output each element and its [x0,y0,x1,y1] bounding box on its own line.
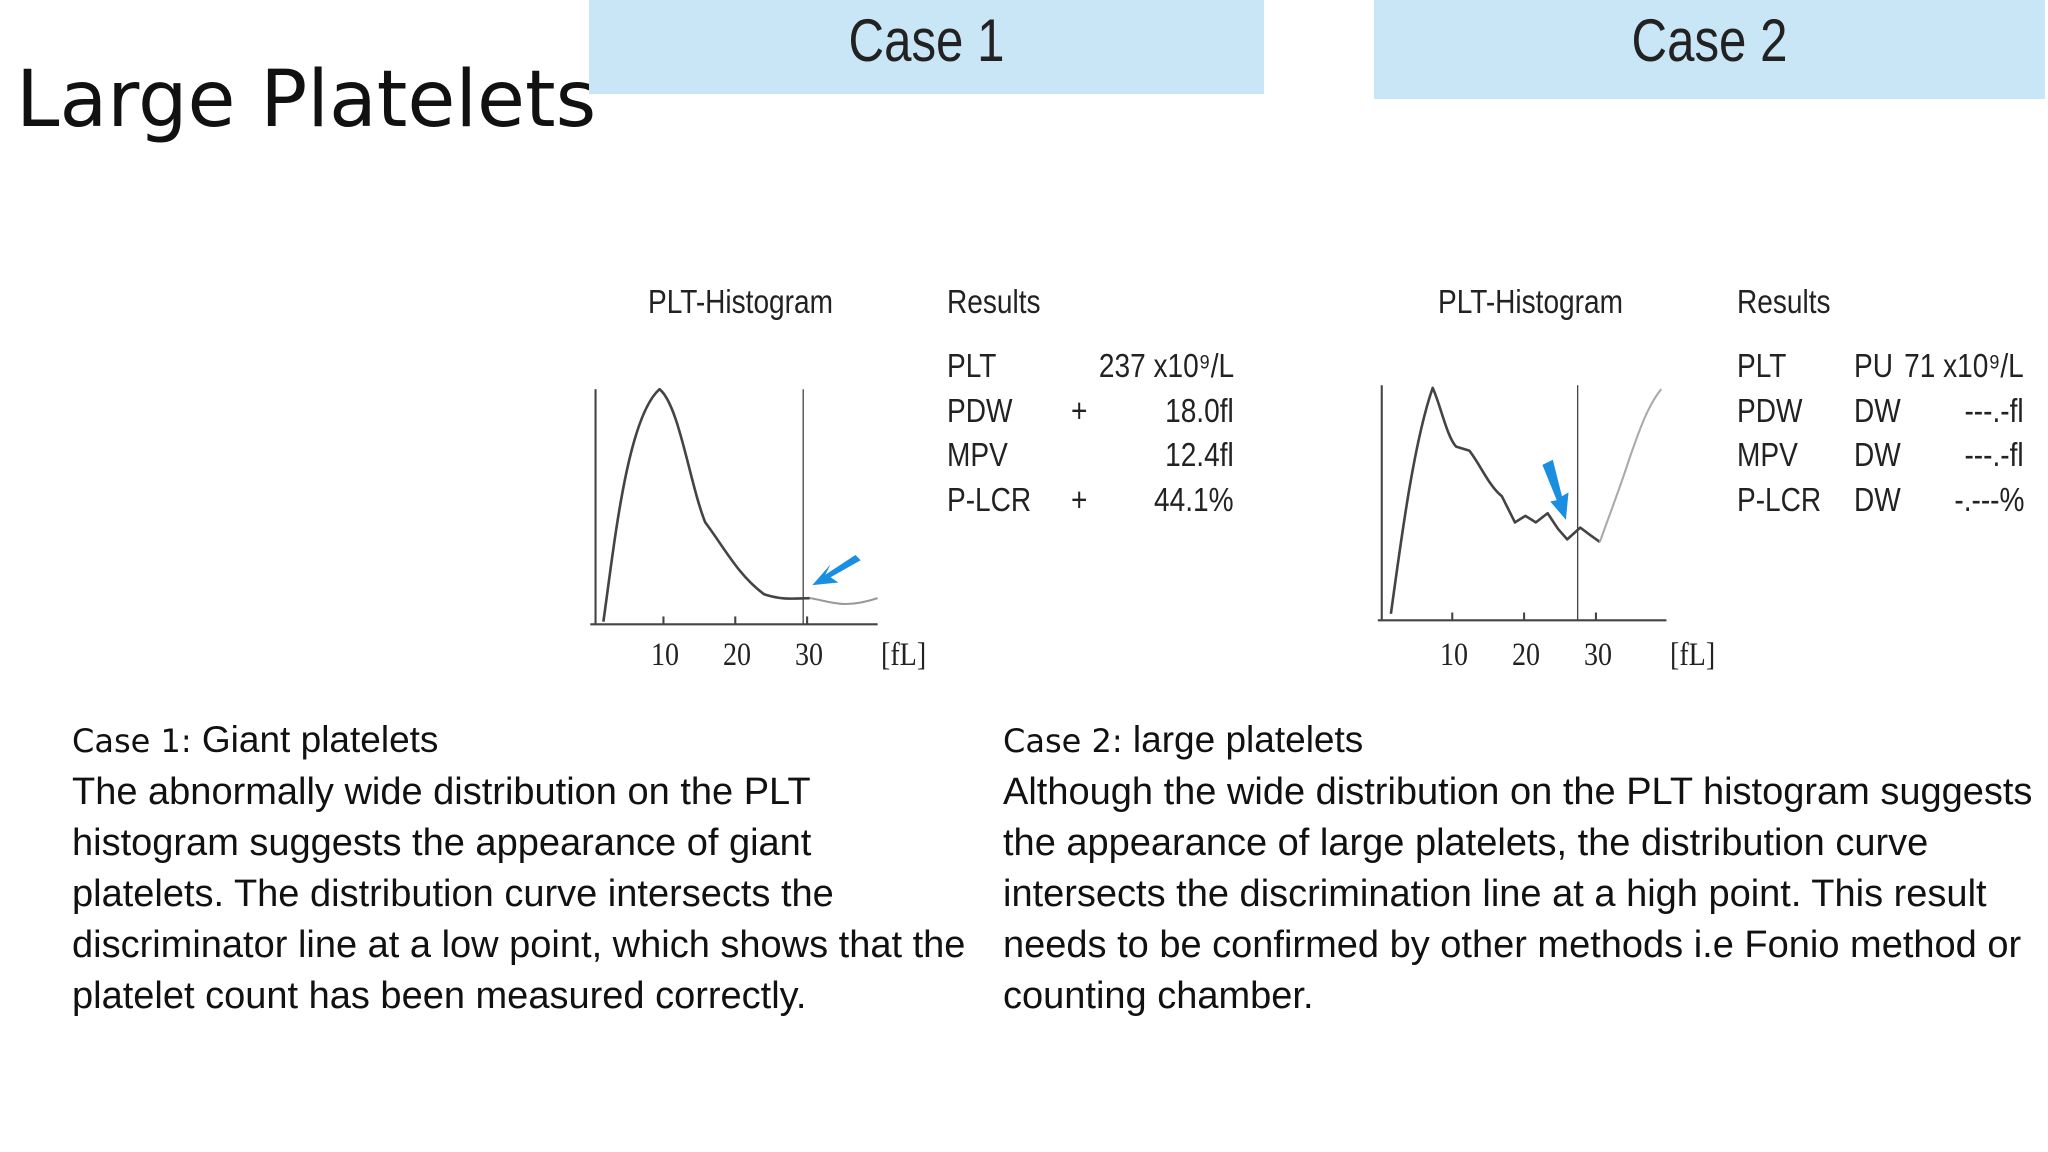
result-flag: + [1071,391,1088,429]
case-header: Case 2 [1631,7,1788,74]
x-tick-label: 30 [795,637,824,673]
case-header: Case 1 [848,7,1005,74]
caption-label: Case 1: [72,722,192,760]
x-tick-label: [fL] [1670,637,1716,673]
x-tick-label: 30 [1584,637,1613,673]
x-tick-label: 10 [651,637,680,673]
result-flag: DW [1854,480,1901,518]
caption-heading: Giant platelets [201,719,439,760]
result-flag: DW [1854,391,1901,429]
case-caption: Case 2: large platelets Although the wide… [1003,714,2033,1022]
result-name: P-LCR [947,480,1032,518]
slide-title: Large Platelets [16,55,597,145]
result-value: 71 x10⁹/L [1904,347,2024,384]
results-title: Results [1737,283,1831,320]
result-name: PLT [947,347,997,384]
case-header-box: Case 1 [589,0,1264,94]
histogram-case-1 [590,387,878,626]
result-name: PDW [947,391,1013,429]
result-flag: + [1071,480,1088,518]
case-header-box: Case 2 [1374,0,2045,99]
x-tick-label: 10 [1440,637,1469,673]
result-flag: PU [1854,347,1893,384]
result-name: MPV [947,436,1008,473]
results-title: Results [947,283,1041,320]
histogram-case-2 [1377,385,1667,622]
result-value: ---.-fl [1964,391,2024,429]
result-value: 18.0fl [1165,391,1234,429]
result-name: PDW [1737,391,1803,429]
caption-label: Case 2: [1003,722,1123,760]
result-name: MPV [1737,436,1798,473]
histogram-title: PLT-Histogram [648,283,833,320]
caption-heading: large platelets [1132,719,1364,760]
x-tick-label: 20 [723,637,752,673]
histogram-title: PLT-Histogram [1438,283,1623,320]
result-value: ---.-fl [1964,436,2024,473]
x-tick-label: [fL] [881,637,927,673]
caption-text: The abnormally wide distribution on the … [72,771,966,1017]
result-value: -.---% [1953,480,2024,518]
result-name: P-LCR [1737,480,1822,518]
result-value: 12.4fl [1165,436,1234,473]
x-tick-label: 20 [1512,637,1541,673]
caption-text: Although the wide distribution on the PL… [1003,771,2033,1017]
result-value: 237 x10⁹/L [1098,347,1234,384]
result-value: 44.1% [1154,480,1234,518]
case-caption: Case 1: Giant platelets The abnormally wi… [72,714,972,1022]
result-name: PLT [1737,347,1787,384]
result-flag: DW [1854,436,1901,473]
